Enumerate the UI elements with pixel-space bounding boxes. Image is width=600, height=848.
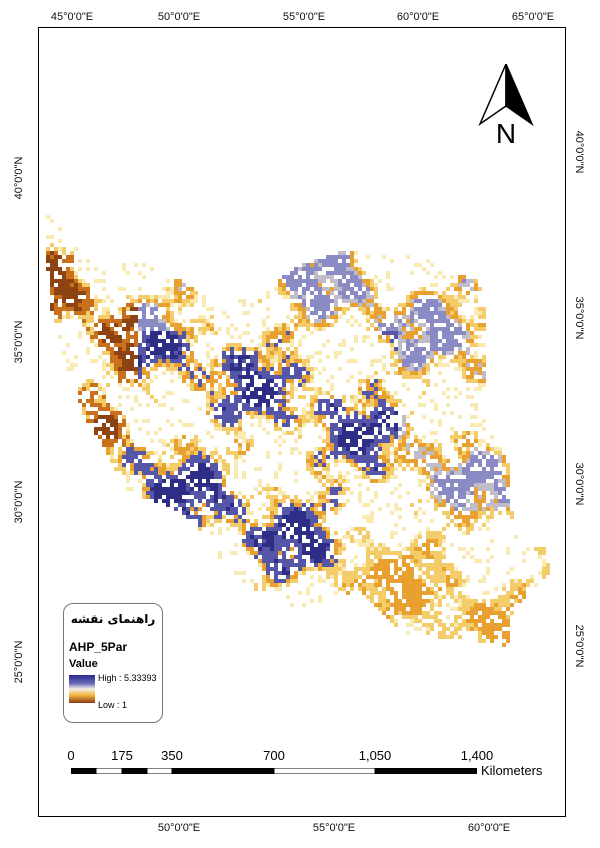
lon-tick-bottom: 60°0'0"E bbox=[467, 822, 511, 834]
scale-label: 175 bbox=[111, 748, 133, 763]
north-arrow-icon bbox=[478, 64, 534, 127]
legend-title: راهنمای نقشه bbox=[70, 612, 156, 626]
scale-label: 1,050 bbox=[358, 748, 392, 763]
scale-label: 0 bbox=[67, 748, 75, 763]
scale-label: 350 bbox=[161, 748, 183, 763]
scale-bar bbox=[71, 768, 477, 774]
lon-tick-bottom: 50°0'0"E bbox=[157, 822, 201, 834]
lon-tick-bottom: 55°0'0"E bbox=[312, 822, 356, 834]
raster-cells bbox=[46, 215, 550, 647]
north-label: N bbox=[495, 118, 517, 149]
legend-high-label: High : 5.33393 bbox=[98, 673, 157, 683]
lon-tick-top: 45°0'0"E bbox=[50, 11, 94, 23]
legend-field-name: Value bbox=[69, 658, 98, 670]
lat-tick-right: 35°0'0"N bbox=[573, 296, 585, 340]
lat-tick-left: 35°0'0"N bbox=[13, 320, 25, 364]
lat-tick-right: 30°0'0"N bbox=[573, 462, 585, 506]
scale-unit: Kilometers bbox=[481, 763, 543, 778]
legend-layer-name: AHP_5Par bbox=[69, 640, 128, 654]
lat-tick-right: 25°0'0"N bbox=[573, 624, 585, 668]
lon-tick-top: 50°0'0"E bbox=[157, 11, 201, 23]
suitability-map bbox=[46, 215, 550, 647]
lat-tick-left: 40°0'0"N bbox=[13, 156, 25, 200]
map-frame bbox=[38, 27, 566, 817]
lon-tick-top: 65°0'0"E bbox=[511, 11, 555, 23]
lat-tick-left: 25°0'0"N bbox=[13, 640, 25, 684]
lon-tick-top: 60°0'0"E bbox=[396, 11, 440, 23]
scale-label: 700 bbox=[263, 748, 285, 763]
legend-color-ramp bbox=[69, 675, 95, 703]
map-legend: راهنمای نقشه AHP_5Par Value High : 5.333… bbox=[63, 603, 163, 723]
lat-tick-right: 40°0'0"N bbox=[573, 130, 585, 174]
lat-tick-left: 30°0'0"N bbox=[13, 480, 25, 524]
legend-low-label: Low : 1 bbox=[98, 700, 128, 710]
lon-tick-top: 55°0'0"E bbox=[282, 11, 326, 23]
scale-label: 1,400 bbox=[460, 748, 494, 763]
